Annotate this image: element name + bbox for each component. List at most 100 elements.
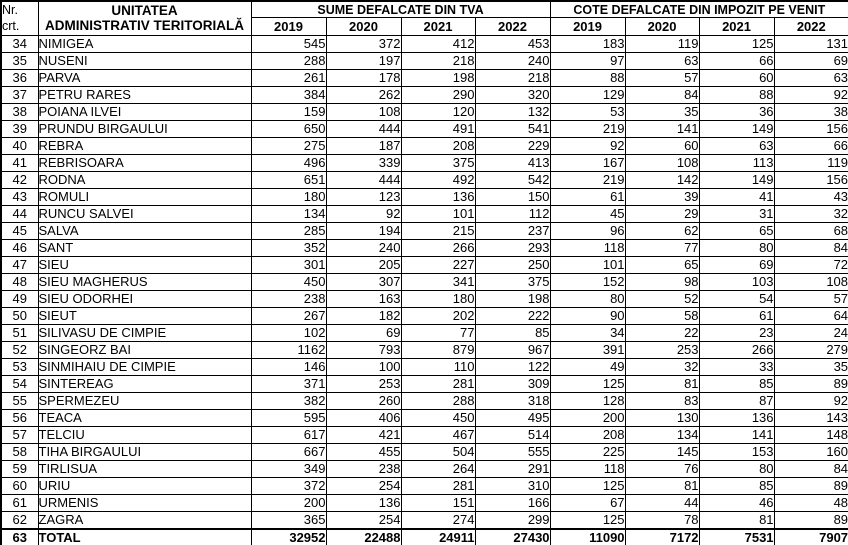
value-cell: 222 [474, 306, 551, 325]
value-cell: 149 [698, 119, 775, 138]
value-cell: 125 [549, 374, 626, 393]
value-cell: 29 [624, 204, 700, 223]
value-cell: 455 [325, 442, 402, 461]
value-cell: 299 [474, 510, 551, 529]
value-cell: 128 [549, 391, 626, 410]
unit-name-cell: PRUNDU BIRGAULUI [37, 119, 252, 138]
header-nr-crt: Nr. crt. [0, 0, 39, 36]
table-row: 35 NUSENI 288 197 218 240 97 63 66 69 [0, 51, 848, 70]
value-cell: 290 [400, 85, 476, 104]
value-cell: 180 [400, 289, 476, 308]
value-cell: 320 [474, 85, 551, 104]
value-cell: 200 [250, 493, 327, 512]
table-row: 55 SPERMEZEU 382 260 288 318 128 83 87 92 [0, 391, 848, 410]
value-cell: 491 [400, 119, 476, 138]
value-cell: 136 [325, 493, 402, 512]
value-cell: 879 [400, 340, 476, 359]
table-row: 37 PETRU RARES 384 262 290 320 129 84 88 92 [0, 85, 848, 104]
row-number-cell: 44 [0, 204, 39, 223]
value-cell: 375 [400, 153, 476, 172]
value-cell: 495 [474, 408, 551, 427]
value-cell: 68 [773, 221, 848, 240]
value-cell: 136 [698, 408, 775, 427]
row-number-cell: 43 [0, 187, 39, 206]
row-number-cell: 54 [0, 374, 39, 393]
value-cell: 101 [400, 204, 476, 223]
unit-name-cell: PETRU RARES [37, 85, 252, 104]
value-cell: 23 [698, 323, 775, 342]
value-cell: 444 [325, 119, 402, 138]
value-cell: 413 [474, 153, 551, 172]
table-row: 45 SALVA 285 194 215 237 96 62 65 68 [0, 221, 848, 240]
value-cell: 27430 [474, 527, 551, 545]
value-cell: 183 [549, 34, 626, 53]
unit-name-cell: TOTAL [37, 527, 252, 545]
row-number-cell: 41 [0, 153, 39, 172]
value-cell: 22 [624, 323, 700, 342]
value-cell: 205 [325, 255, 402, 274]
value-cell: 24 [773, 323, 848, 342]
table-row: 43 ROMULI 180 123 136 150 61 39 41 43 [0, 187, 848, 206]
table-row: 38 POIANA ILVEI 159 108 120 132 53 35 36 38 [0, 102, 848, 121]
table-body: 34 NIMIGEA 545 372 412 453 183 119 125 131 35 NUSEN… [0, 34, 848, 545]
table-row: 36 PARVA 261 178 198 218 88 57 60 63 [0, 68, 848, 87]
value-cell: 293 [474, 238, 551, 257]
row-number-cell: 52 [0, 340, 39, 359]
value-cell: 89 [773, 510, 848, 529]
value-cell: 198 [474, 289, 551, 308]
value-cell: 1162 [250, 340, 327, 359]
value-cell: 7172 [624, 527, 700, 545]
row-number-cell: 61 [0, 493, 39, 512]
value-cell: 130 [624, 408, 700, 427]
value-cell: 120 [400, 102, 476, 121]
value-cell: 119 [773, 153, 848, 172]
value-cell: 237 [474, 221, 551, 240]
unit-name-cell: RODNA [37, 170, 252, 189]
value-cell: 229 [474, 136, 551, 155]
table-row: 57 TELCIU 617 421 467 514 208 134 141 148 [0, 425, 848, 444]
value-cell: 31 [698, 204, 775, 223]
value-cell: 262 [325, 85, 402, 104]
value-cell: 288 [400, 391, 476, 410]
value-cell: 240 [474, 51, 551, 70]
value-cell: 43 [773, 187, 848, 206]
value-cell: 84 [773, 459, 848, 478]
value-cell: 52 [624, 289, 700, 308]
unit-name-cell: SANT [37, 238, 252, 257]
value-cell: 421 [325, 425, 402, 444]
value-cell: 57 [624, 68, 700, 87]
value-cell: 275 [250, 136, 327, 155]
value-cell: 178 [325, 68, 402, 87]
header-impozit-year-2019: 2019 [549, 17, 626, 36]
value-cell: 101 [549, 255, 626, 274]
value-cell: 39 [624, 187, 700, 206]
value-cell: 103 [698, 272, 775, 291]
value-cell: 67 [549, 493, 626, 512]
value-cell: 41 [698, 187, 775, 206]
value-cell: 35 [773, 357, 848, 376]
value-cell: 77 [400, 323, 476, 342]
value-cell: 264 [400, 459, 476, 478]
value-cell: 341 [400, 272, 476, 291]
value-cell: 92 [549, 136, 626, 155]
value-cell: 44 [624, 493, 700, 512]
unit-name-cell: ZAGRA [37, 510, 252, 529]
value-cell: 219 [549, 119, 626, 138]
value-cell: 208 [400, 136, 476, 155]
value-cell: 84 [624, 85, 700, 104]
table-row: 34 NIMIGEA 545 372 412 453 183 119 125 131 [0, 34, 848, 53]
value-cell: 153 [698, 442, 775, 461]
value-cell: 80 [698, 238, 775, 257]
value-cell: 281 [400, 374, 476, 393]
value-cell: 318 [474, 391, 551, 410]
value-cell: 60 [624, 136, 700, 155]
unit-name-cell: NUSENI [37, 51, 252, 70]
value-cell: 279 [773, 340, 848, 359]
value-cell: 45 [549, 204, 626, 223]
value-cell: 76 [624, 459, 700, 478]
row-number-cell: 36 [0, 68, 39, 87]
row-number-cell: 59 [0, 459, 39, 478]
value-cell: 254 [325, 510, 402, 529]
row-number-cell: 39 [0, 119, 39, 138]
value-cell: 125 [549, 510, 626, 529]
